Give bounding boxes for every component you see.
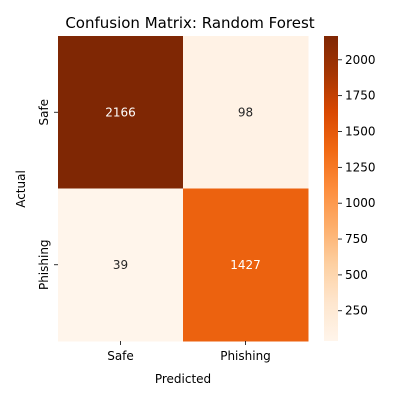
- y-axis-label: Actual: [14, 170, 28, 208]
- colorbar-tick-label: 250: [345, 304, 368, 318]
- colorbar-tick-label: 1500: [345, 125, 376, 139]
- cell-value-label: 2166: [105, 105, 136, 119]
- cell-value-label: 98: [238, 105, 253, 119]
- y-tick-label: Phishing: [37, 239, 51, 290]
- colorbar-tick-label: 1750: [345, 89, 376, 103]
- colorbar-tick-label: 1250: [345, 160, 376, 174]
- y-axis: Safe Phishing: [37, 99, 58, 290]
- x-axis-label: Predicted: [155, 372, 211, 386]
- colorbar: [324, 36, 338, 341]
- cell-value-label: 39: [113, 258, 128, 272]
- chart-title: Confusion Matrix: Random Forest: [65, 14, 314, 32]
- cell-value-label: 1427: [230, 258, 261, 272]
- x-axis: Safe Phishing: [107, 341, 271, 363]
- colorbar-ticks: 250 500 750 1000 1250 1500 1750 2000: [338, 53, 376, 318]
- colorbar-tick-label: 1000: [345, 196, 376, 210]
- colorbar-tick-label: 2000: [345, 53, 376, 67]
- x-tick-label: Safe: [107, 349, 134, 363]
- heatmap-cells: [58, 36, 309, 342]
- colorbar-tick-label: 500: [345, 268, 368, 282]
- x-tick-label: Phishing: [220, 349, 271, 363]
- y-tick-label: Safe: [37, 99, 51, 126]
- colorbar-tick-label: 750: [345, 232, 368, 246]
